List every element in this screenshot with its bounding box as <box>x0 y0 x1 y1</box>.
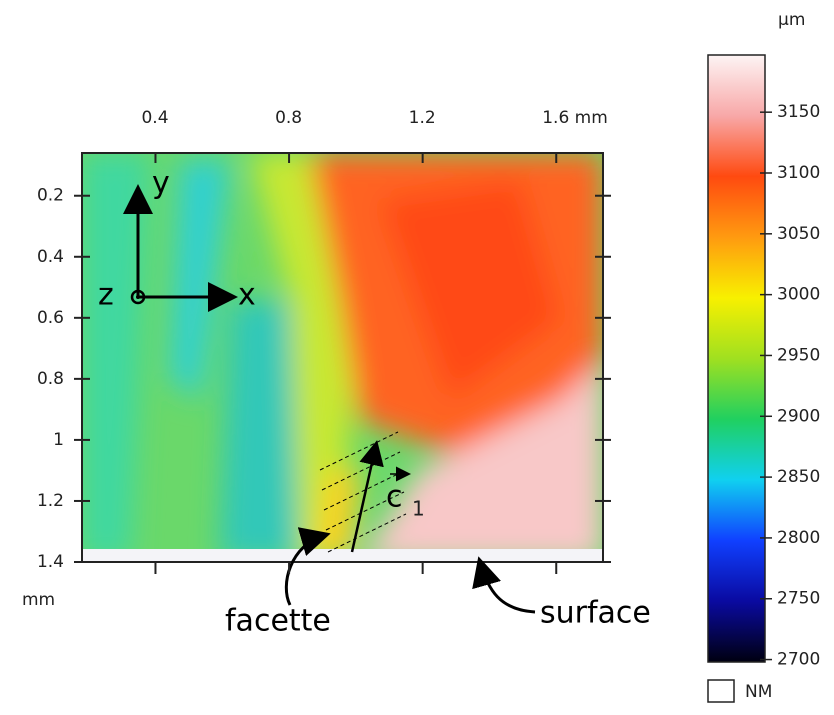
colorbar-tick-label: 3150 <box>777 102 820 122</box>
y-tick-label: 1.2 <box>37 491 64 511</box>
axis-y-label: y <box>152 166 170 201</box>
y-tick-label: 0.2 <box>37 186 64 206</box>
vector-label: c <box>386 480 403 515</box>
facet-lines <box>319 431 407 553</box>
x-tick-label: 1.6 mm <box>542 108 608 128</box>
surface-arrow <box>472 556 536 614</box>
y-tick-label: 0.8 <box>37 369 64 389</box>
facette-arrow <box>284 527 331 606</box>
surface-label: surface <box>540 596 651 631</box>
y-axis-label: mm <box>22 590 55 610</box>
missing-swatch <box>707 679 735 703</box>
colorbar-tick-label: 2750 <box>777 589 820 609</box>
colorbar <box>707 54 766 663</box>
y-tick-label: 0.6 <box>37 308 64 328</box>
colorbar-tick-label: 2700 <box>777 650 820 670</box>
y-tick-label: 0.4 <box>37 247 64 267</box>
z-dot <box>136 295 140 299</box>
colorbar-tick-label: 2950 <box>777 345 820 365</box>
plot-frame <box>81 152 604 563</box>
colorbar-tick-label: 2900 <box>777 406 820 426</box>
x-tick-label: 1.2 <box>409 108 436 128</box>
y-tick-label: 1.4 <box>37 552 64 572</box>
colorbar-tick-label: 3100 <box>777 163 820 183</box>
axis-x-label: x <box>238 278 256 313</box>
x-tick-label: 0.8 <box>275 108 302 128</box>
colorbar-tick-label: 3000 <box>777 285 820 305</box>
vector-subscript: 1 <box>412 497 425 521</box>
y-tick-label: 1 <box>53 430 64 450</box>
colorbar-tick-label: 2800 <box>777 528 820 548</box>
x-tick-label: 0.4 <box>141 108 168 128</box>
c1-vector <box>350 440 384 553</box>
z-symbol <box>130 289 146 305</box>
height-map <box>82 153 603 562</box>
colorbar-unit: µm <box>778 10 805 30</box>
axis-z-label: z <box>98 278 114 313</box>
colorbar-tick-label: 3050 <box>777 224 820 244</box>
colorbar-tick-label: 2850 <box>777 467 820 487</box>
facette-label: facette <box>225 604 331 639</box>
missing-label: NM <box>745 682 772 702</box>
